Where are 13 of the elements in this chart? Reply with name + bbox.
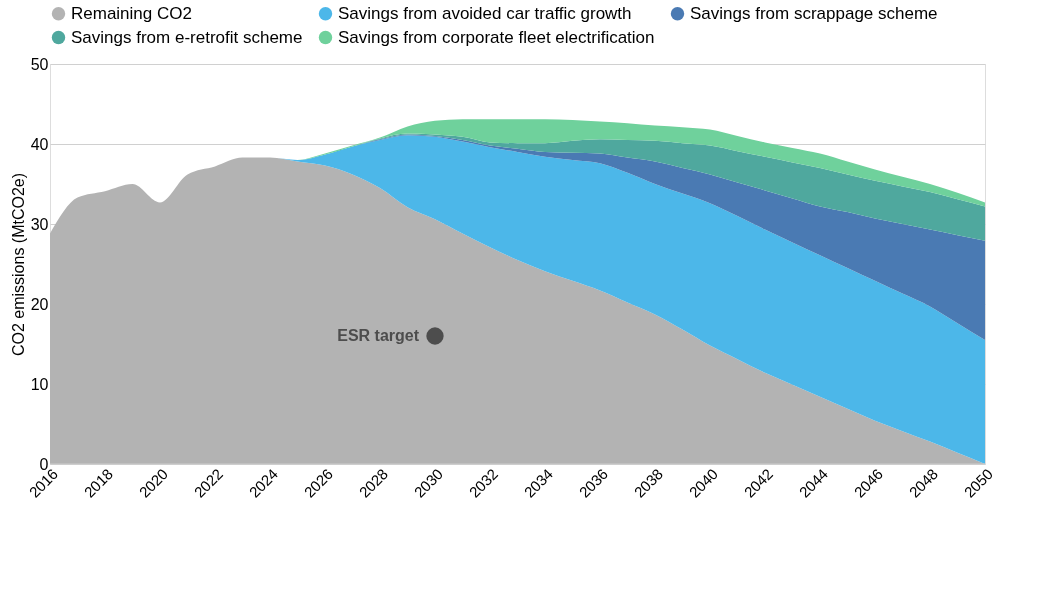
- y-tick-label: 0: [39, 455, 49, 473]
- y-tick-label: 40: [30, 135, 49, 153]
- legend-label: Savings from avoided car traffic growth: [338, 3, 632, 23]
- y-tick-label: 10: [30, 375, 49, 393]
- y-tick-label: 50: [30, 55, 49, 73]
- y-axis-title: CO2 emissions (MtCO2e): [9, 172, 27, 357]
- legend-label: Remaining CO2: [71, 3, 192, 23]
- y-tick-label: 20: [30, 295, 49, 313]
- legend-label: Savings from scrappage scheme: [690, 3, 938, 23]
- annotation: ESR target: [337, 327, 420, 344]
- legend-label: Savings from corporate fleet electrification: [338, 27, 655, 47]
- legend-label: Savings from e-retrofit scheme: [71, 27, 303, 47]
- y-tick-label: 30: [30, 215, 49, 233]
